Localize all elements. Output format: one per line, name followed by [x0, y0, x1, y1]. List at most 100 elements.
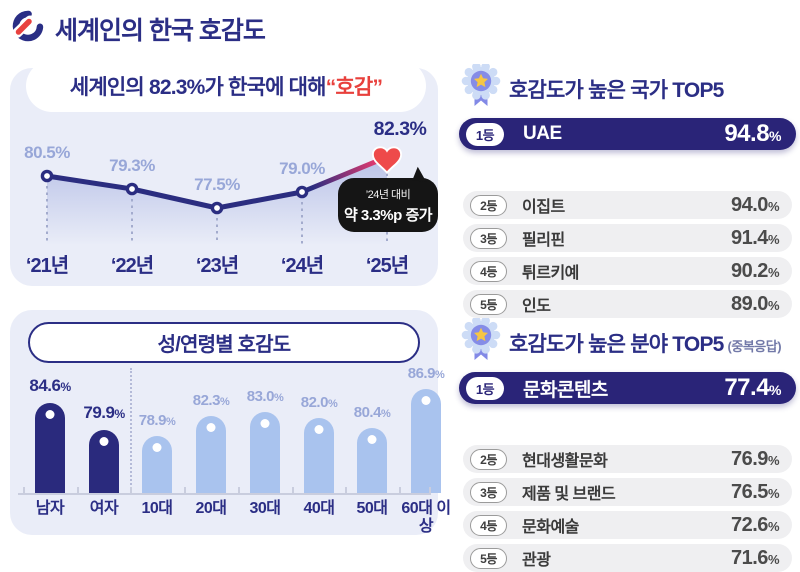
bar-category-label: 50대 — [356, 500, 388, 517]
ranking-section: 호감도가 높은 국가 TOP5 1등 UAE 94.8% 2등 이집트 94.0% 3등 필리… — [455, 62, 796, 318]
bar-value-label: 78.9% — [138, 412, 176, 429]
rank-badge: 3등 — [470, 227, 507, 249]
axis-tick — [77, 487, 79, 493]
bar-category-label: 20대 — [195, 500, 227, 517]
ranking-row: 2등 현대생활문화 76.9% — [463, 445, 792, 473]
ranking-row: 1등 문화콘텐츠 77.4% — [459, 372, 796, 404]
ranking-row: 4등 문화예술 72.6% — [463, 511, 792, 539]
rank-badge: 1등 — [466, 376, 504, 400]
gender-age-divider — [130, 368, 132, 493]
bar-60대 이상 — [411, 389, 441, 493]
medal-icon — [461, 316, 501, 367]
bar-category-label: 40대 — [303, 500, 335, 517]
rank-value: 76.9% — [731, 447, 780, 470]
ranking-title: 호감도가 높은 분야 TOP5 (중복응답) — [509, 333, 782, 356]
rank-badge: 1등 — [466, 122, 504, 146]
rank-value: 77.4% — [724, 374, 781, 401]
rank-value: 89.0% — [731, 292, 780, 315]
axis-tick — [292, 487, 294, 493]
axis-tick — [130, 487, 132, 493]
bar-30대 — [250, 412, 280, 493]
axis-tick — [345, 487, 347, 493]
rank-badge: 4등 — [470, 260, 507, 282]
bar-dot — [152, 443, 162, 452]
increase-callout-bubble: ’24년 대비 약 3.3%p 증가 — [338, 178, 438, 232]
heart-icon — [371, 146, 403, 175]
brand-d-logo-icon — [10, 8, 46, 49]
ranking-row: 1등 UAE 94.8% — [459, 118, 796, 150]
ranking-row: 5등 관광 71.6% — [463, 544, 792, 572]
ranking-header: 호감도가 높은 분야 TOP5 (중복응답) — [455, 316, 796, 370]
ranking-header: 호감도가 높은 국가 TOP5 — [455, 62, 796, 116]
rank-name: 문화콘텐츠 — [523, 379, 608, 401]
rank-name: 문화예술 — [522, 519, 579, 536]
bar-dot — [45, 410, 55, 419]
demographic-panel: 성/연령별 호감도 84.6% 남자 79.9% 여자 78.9% 10대 82.3% 20대… — [10, 310, 451, 535]
bar-category-label: 10대 — [141, 500, 173, 517]
favorability-trend-panel: 세계인의 82.3%가 한국에 대해 “호감” 80.5% 79.3% 77.5% 7… — [10, 60, 438, 286]
rank-name: 제품 및 브랜드 — [522, 486, 616, 503]
bar-여자 — [89, 430, 119, 493]
svg-text:82.3%: 82.3% — [374, 118, 427, 140]
rank-name: 튀르키예 — [522, 265, 579, 282]
svg-text:‘23년: ‘23년 — [196, 254, 238, 277]
ranking-section: 호감도가 높은 분야 TOP5 (중복응답) 1등 문화콘텐츠 77.4% 2등 현대생활… — [455, 316, 796, 572]
bar-value-label: 80.4% — [353, 404, 391, 421]
bar-axis-line — [18, 493, 431, 495]
rank-name: 이집트 — [522, 199, 565, 216]
bar-50대 — [357, 428, 387, 493]
rank-value: 91.4% — [731, 226, 780, 249]
rank-badge: 3등 — [470, 481, 507, 503]
svg-text:80.5%: 80.5% — [24, 143, 70, 162]
svg-text:77.5%: 77.5% — [194, 175, 240, 194]
bar-value-label: 82.0% — [300, 394, 338, 411]
bar-value-label: 83.0% — [246, 388, 284, 405]
bar-10대 — [142, 436, 172, 493]
rank-name: 인도 — [522, 298, 551, 315]
area-fill — [47, 157, 387, 244]
ranking-title: 호감도가 높은 국가 TOP5 — [509, 79, 724, 102]
rank-name: 필리핀 — [522, 232, 565, 249]
axis-tick — [238, 487, 240, 493]
bar-value-label: 79.9% — [83, 403, 125, 422]
bar-category-label: 30대 — [249, 500, 281, 517]
axis-tick — [429, 487, 431, 493]
ranking-row: 5등 인도 89.0% — [463, 290, 792, 318]
rank-name: 현대생활문화 — [522, 453, 608, 470]
bar-category-label: 여자 — [89, 500, 119, 517]
rank-value: 94.0% — [731, 193, 780, 216]
line-chart: 80.5% 79.3% 77.5% 79.0% 82.3% ‘21년 ‘22년 ‘23년 ‘24… — [10, 68, 438, 291]
demographic-panel-title: 성/연령별 호감도 — [28, 322, 420, 363]
svg-text:‘21년: ‘21년 — [26, 254, 68, 277]
callout-line1: ’24년 대비 — [365, 188, 411, 201]
axis-tick — [184, 487, 186, 493]
rank-value: 72.6% — [731, 513, 780, 536]
bar-dot — [260, 419, 270, 428]
bar-dot — [314, 425, 324, 434]
rank-name: UAE — [523, 123, 562, 144]
axis-tick — [399, 487, 401, 493]
ranking-row: 4등 튀르키예 90.2% — [463, 257, 792, 285]
rank-badge: 2등 — [470, 448, 507, 470]
bar-chart: 84.6% 남자 79.9% 여자 78.9% 10대 82.3% 20대 83.0% 30대 82… — [10, 310, 451, 535]
rank-badge: 2등 — [470, 194, 507, 216]
svg-text:79.0%: 79.0% — [279, 159, 325, 178]
bar-40대 — [304, 418, 334, 493]
rank-value: 90.2% — [731, 259, 780, 282]
trend-panel-title: 세계인의 82.3%가 한국에 대해 “호감” — [26, 60, 426, 112]
bar-20대 — [196, 416, 226, 493]
ranking-row: 2등 이집트 94.0% — [463, 191, 792, 219]
rank-badge: 5등 — [470, 547, 507, 569]
app-header: 세계인의 한국 호감도 — [10, 8, 266, 49]
bar-dot — [206, 423, 216, 432]
page-title: 세계인의 한국 호감도 — [55, 16, 266, 45]
bar-dot — [367, 435, 377, 444]
ranking-row: 3등 제품 및 브랜드 76.5% — [463, 478, 792, 506]
rank-badge: 4등 — [470, 514, 507, 536]
rank-name: 관광 — [522, 552, 551, 569]
rank-badge: 5등 — [470, 293, 507, 315]
bar-category-label: 60대 이상 — [401, 500, 451, 535]
ranking-title-suffix: (중복응답) — [727, 339, 782, 354]
rank-value: 76.5% — [731, 480, 780, 503]
bar-남자 — [35, 403, 65, 493]
